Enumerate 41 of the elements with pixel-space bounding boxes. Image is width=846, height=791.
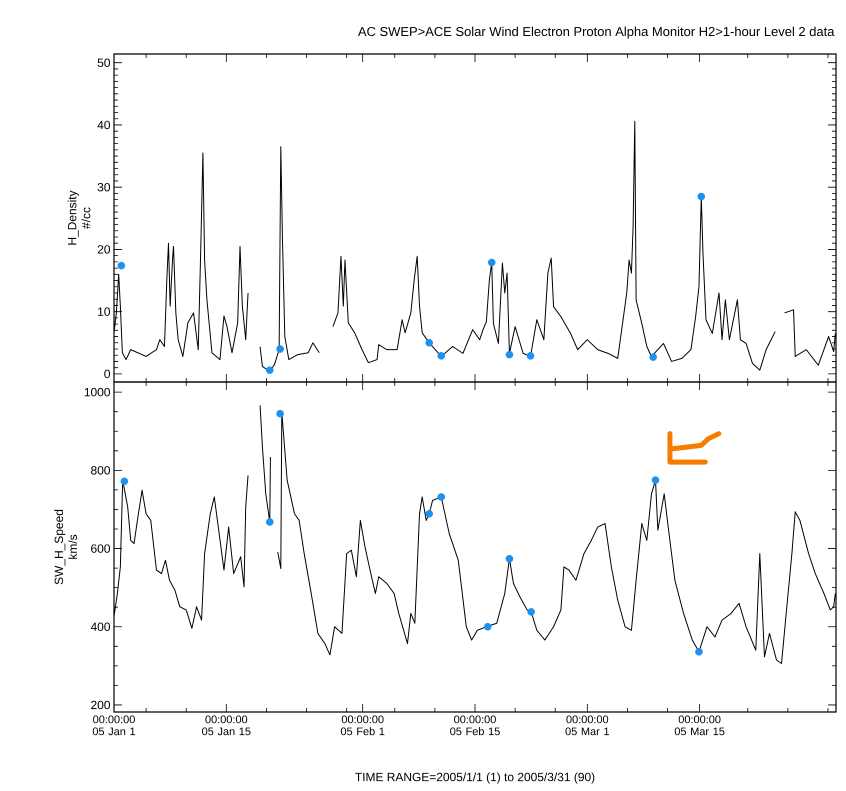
text: TIME RANGE=2005/1/1 (1) to 2005/3/31 (90) [355,772,594,784]
y-tick-label: 10 [98,307,110,316]
point [526,352,534,360]
x-tick-label: 00:00:00 05 Mar 1 [566,716,609,736]
point [276,410,284,418]
point [266,366,274,374]
point [506,554,514,563]
y-tick-label: 600 [91,544,110,553]
point [276,345,284,353]
point [437,352,446,360]
point [266,518,274,526]
point [118,262,126,270]
point [484,622,492,631]
y-tick-label: 50 [98,58,110,67]
y-axis-title: H_Density #/cc [68,190,90,245]
y-tick-label: 200 [91,700,110,710]
y-tick-label: 400 [90,622,110,631]
point [425,510,434,518]
x-tick-label: 00:00:00 05 Jan 1 [92,716,136,736]
point [506,350,514,358]
point [527,608,535,616]
x-tick-label: 00:00:00 05 Feb 15 [450,716,500,736]
point [697,192,706,200]
chart-title: AC SWEP>ACE Solar Wind Electron Proton Alpha Monitor H2>1-hour Level 2 data [358,26,834,39]
x-tick-label: 00:00:00 05 Feb 1 [340,716,384,736]
y-tick-label: 800 [91,466,110,475]
y-tick-label: 30 [98,182,110,192]
point [437,493,446,501]
y-tick-label: 1000 [84,388,110,396]
point [695,648,703,656]
x-tick-label: 00:00:00 05 Jan 15 [202,716,251,736]
point [425,338,434,347]
x-tick-label: 00:00:00 05 Mar 15 [674,716,724,736]
y-tick-label: 40 [97,120,110,130]
y-axis-title: SW_H_Speed km/s [54,510,78,584]
point [652,476,660,484]
point [120,478,128,486]
y-tick-label: 20 [98,245,110,254]
y-tick-label: 0 [104,370,110,378]
point [488,258,496,266]
point [649,353,657,361]
